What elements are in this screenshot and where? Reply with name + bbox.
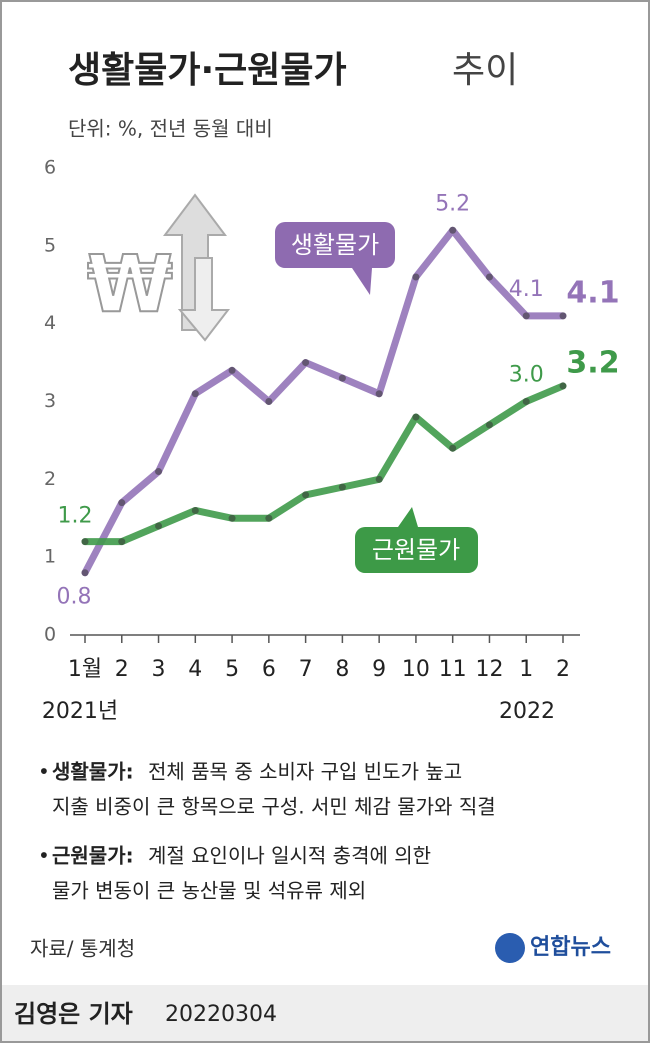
series-line (81, 226, 567, 577)
point (81, 538, 89, 546)
value-label: 4.1 (566, 275, 619, 310)
point (412, 413, 420, 421)
value-label: 4.1 (509, 277, 544, 302)
point (449, 226, 457, 234)
x-tick-label: 1월 (68, 657, 102, 682)
byline-bar (2, 985, 648, 1041)
x-tick-label: 9 (372, 657, 386, 682)
point (265, 514, 273, 522)
x-tick-label: 7 (299, 657, 313, 682)
y-tick-label: 4 (44, 312, 56, 334)
series-callout: 생활물가 (291, 231, 379, 259)
point (338, 374, 346, 382)
chart-title-suffix: 추이 (452, 50, 518, 91)
x-tick-label: 12 (475, 657, 503, 682)
note-text: 전체 품목 중 소비자 구입 빈도가 높고 (148, 760, 462, 784)
won-icon: ₩ (86, 193, 231, 342)
logo: 연합뉴스 (530, 934, 611, 960)
point (522, 312, 530, 320)
note-term: 근원물가: (52, 844, 134, 868)
point (338, 483, 346, 491)
note-text: 지출 비중이 큰 항목으로 구성. 서민 체감 물가와 직결 (52, 795, 496, 819)
value-label: 0.8 (57, 585, 92, 610)
x-group-label: 2022 (499, 699, 555, 724)
value-label: 3.2 (566, 345, 619, 380)
point (485, 273, 493, 281)
callout-bubble (275, 222, 395, 295)
byline-date: 20220304 (165, 1002, 277, 1027)
chart-title: 생활물가·근원물가 (68, 50, 347, 91)
callout-bubble (355, 507, 478, 573)
point (449, 444, 457, 452)
x-group-label: 2021년 (42, 699, 118, 724)
point (81, 569, 89, 577)
point (559, 312, 567, 320)
x-tick-label: 4 (188, 657, 202, 682)
x-tick-label: 2 (115, 657, 129, 682)
value-label: 5.2 (435, 191, 470, 216)
point (265, 398, 273, 405)
byline-author: 김영은 기자 (14, 1000, 133, 1028)
logo-mark (495, 933, 525, 963)
point (522, 398, 530, 405)
series-callout: 근원물가 (372, 536, 460, 564)
x-tick-label: 8 (335, 657, 349, 682)
note-text: 계절 요인이나 일시적 충격에 의한 (148, 844, 431, 868)
point (228, 366, 236, 374)
note-text: 물가 변동이 큰 농산물 및 석유류 제외 (52, 879, 366, 903)
y-tick-label: 2 (44, 468, 56, 490)
point (485, 421, 493, 429)
source: 자료/ 통계청 (30, 937, 135, 961)
point (191, 390, 199, 398)
point (302, 491, 310, 499)
value-label: 1.2 (58, 504, 93, 529)
y-tick-label: 3 (44, 390, 56, 412)
point (155, 522, 163, 530)
svg-text:₩: ₩ (87, 240, 173, 330)
point (118, 538, 126, 546)
point (118, 499, 126, 507)
point (559, 382, 567, 390)
y-tick-label: 1 (44, 546, 56, 568)
point (302, 359, 310, 367)
x-tick-label: 2 (556, 657, 570, 682)
note-bullet: • (38, 844, 50, 868)
point (412, 273, 420, 281)
point (191, 506, 199, 514)
chart-subtitle: 단위: %, 전년 동월 대비 (68, 117, 273, 141)
y-tick-label: 0 (44, 624, 56, 646)
x-tick-label: 10 (402, 657, 430, 682)
y-tick-label: 5 (44, 234, 56, 256)
point (375, 390, 383, 398)
x-tick-label: 3 (152, 657, 166, 682)
x-tick-label: 11 (439, 657, 467, 682)
note-term: 생활물가: (52, 760, 134, 784)
point (228, 514, 236, 522)
x-tick-label: 6 (262, 657, 276, 682)
point (375, 475, 383, 483)
series-line (81, 382, 567, 546)
y-tick-label: 6 (44, 157, 56, 179)
value-label: 3.0 (509, 363, 544, 388)
x-tick-label: 5 (225, 657, 239, 682)
point (155, 468, 163, 476)
note-bullet: • (38, 760, 50, 784)
x-tick-label: 1 (519, 657, 533, 682)
